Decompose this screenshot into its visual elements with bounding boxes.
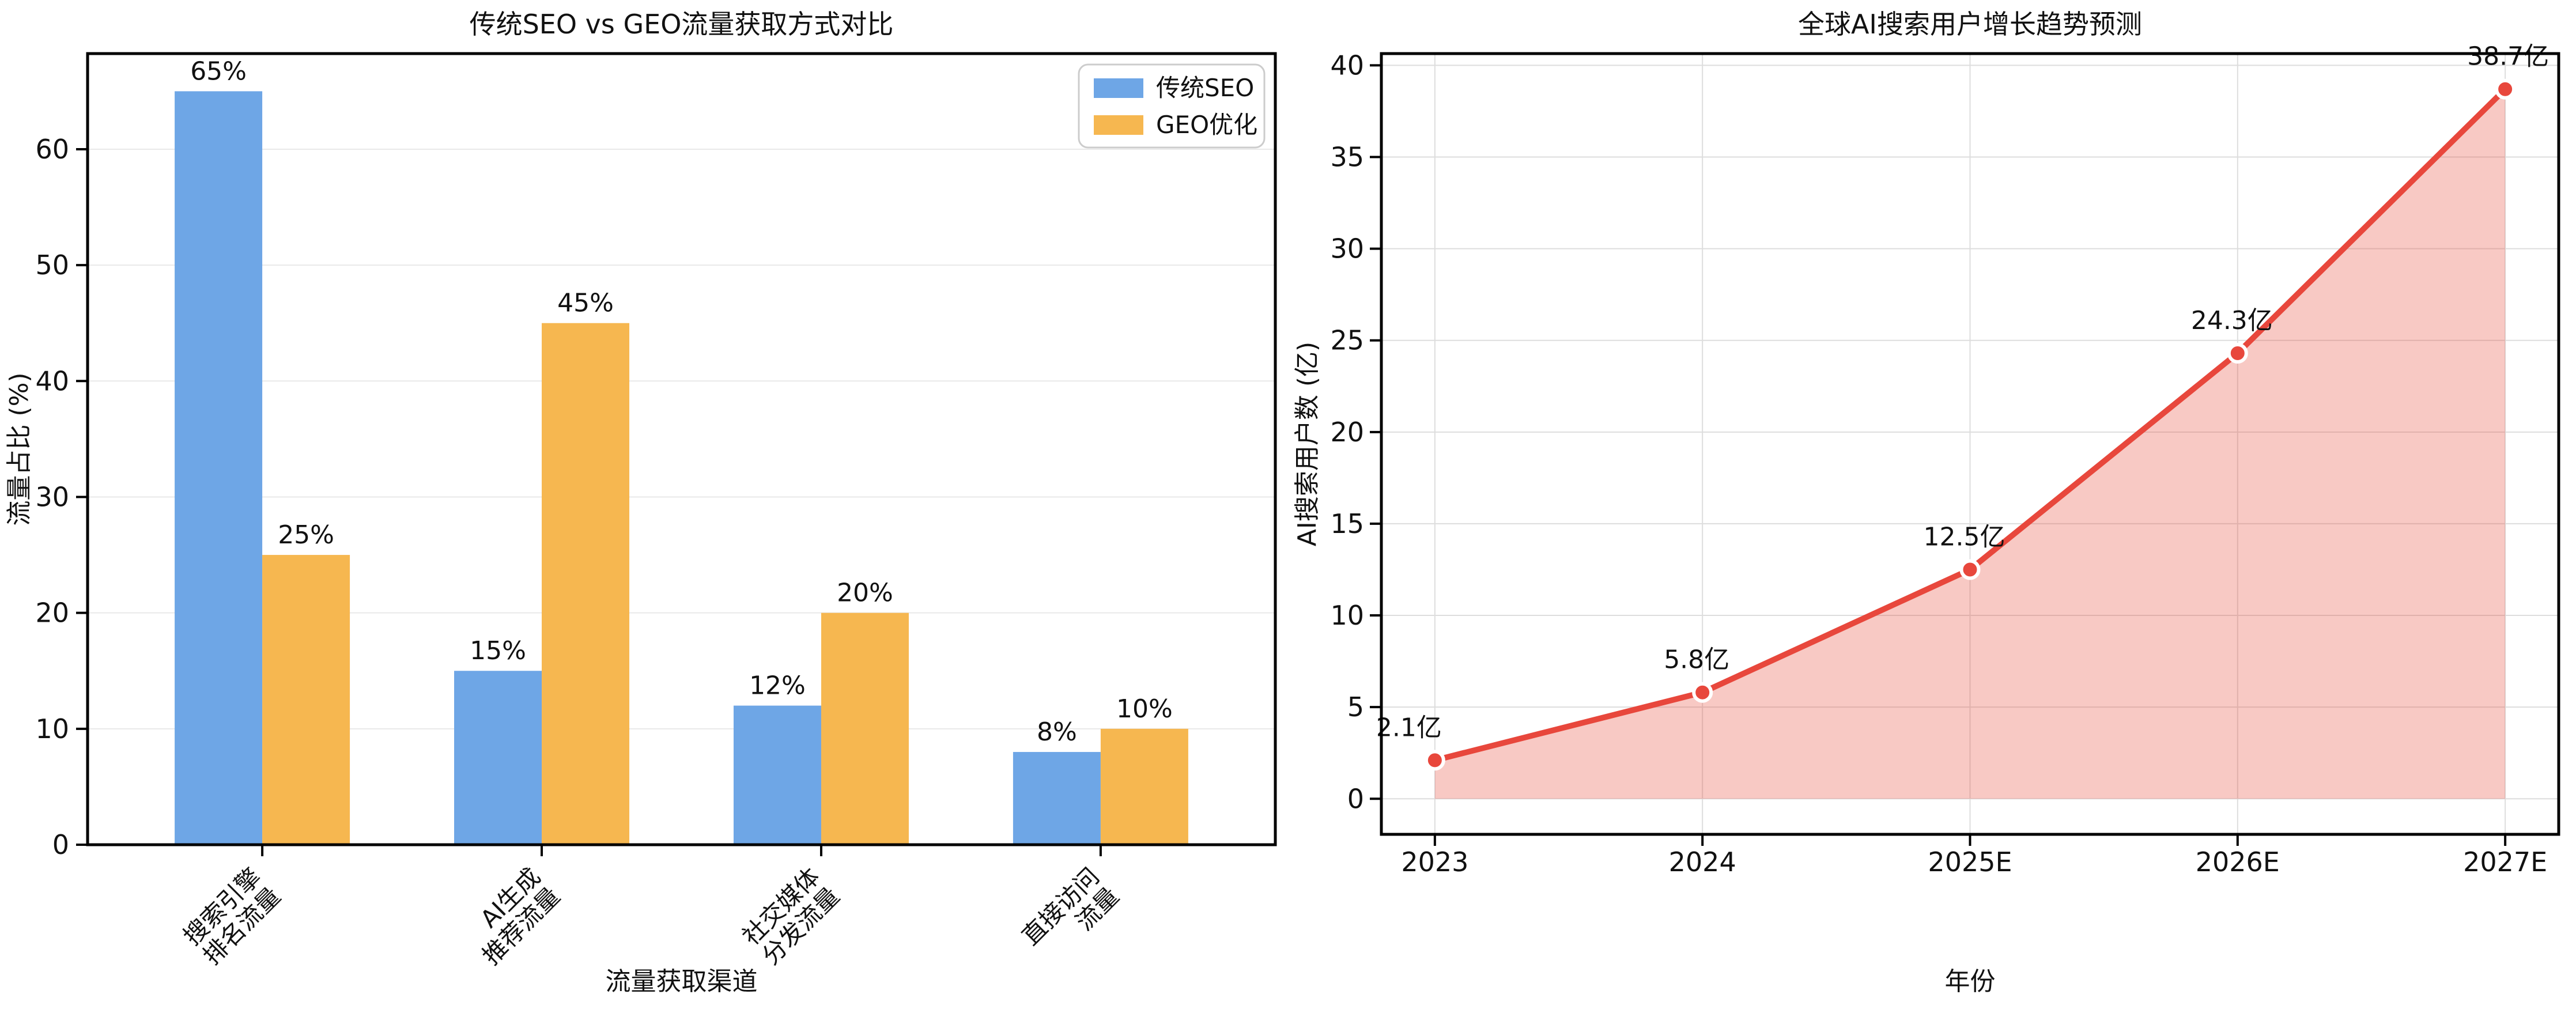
x-tick-label: 2023 bbox=[1401, 846, 1468, 878]
bar-GEO优化-2 bbox=[821, 613, 909, 845]
x-tick-label: 2024 bbox=[1669, 846, 1736, 878]
x-tick-label: 直接访问流量 bbox=[1017, 862, 1124, 970]
legend-swatch-1 bbox=[1094, 115, 1143, 135]
bar-value-label: 12% bbox=[749, 671, 806, 701]
y-tick-label: 20 bbox=[35, 598, 69, 629]
y-tick-label: 30 bbox=[35, 481, 69, 512]
x-tick-label: 2027E bbox=[2463, 846, 2547, 878]
bar-传统SEO-2 bbox=[733, 705, 821, 845]
y-axis-label: AI搜索用户数 (亿) bbox=[1293, 342, 1322, 546]
point-value-label: 38.7亿 bbox=[2467, 42, 2549, 71]
x-tick-label: AI生成推荐流量 bbox=[458, 862, 565, 970]
bar-value-label: 20% bbox=[837, 579, 893, 608]
y-tick-label: 60 bbox=[35, 134, 69, 165]
axes-frame bbox=[86, 52, 1277, 846]
y-tick-label: 50 bbox=[35, 249, 69, 281]
bar-value-label: 65% bbox=[190, 56, 247, 86]
x-tick-label: 社交媒体分发流量 bbox=[737, 862, 845, 970]
data-point-1 bbox=[1692, 682, 1713, 703]
y-tick-label: 30 bbox=[1330, 233, 1364, 264]
line-chart-svg: 0 5 10 15 20 25 30 35 40 2.1亿 2023 5.8亿 2024 12.5亿 202… bbox=[1293, 9, 2560, 996]
y-tick-label: 35 bbox=[1330, 141, 1364, 172]
x-axis-label: 年份 bbox=[1945, 967, 1996, 996]
axes-frame bbox=[1380, 52, 2560, 836]
data-point-3 bbox=[2227, 342, 2248, 364]
y-tick-label: 25 bbox=[1330, 325, 1364, 356]
bar-传统SEO-0 bbox=[175, 91, 263, 845]
area-fill bbox=[1434, 89, 2506, 799]
bar-GEO优化-3 bbox=[1100, 728, 1188, 845]
bar-value-label: 8% bbox=[1037, 717, 1077, 747]
bar-chart-svg: 0 10 20 30 40 50 60 搜索引擎排名流量 65% 25% AI生成推荐流量 15% 45… bbox=[5, 9, 1277, 996]
bar-传统SEO-3 bbox=[1013, 752, 1101, 845]
point-value-label: 5.8亿 bbox=[1664, 645, 1729, 675]
y-axis-label: 流量占比 (%) bbox=[5, 372, 34, 525]
bar-value-label: 45% bbox=[557, 289, 614, 318]
point-value-label: 12.5亿 bbox=[1924, 522, 2005, 551]
legend-label-0: 传统SEO bbox=[1156, 74, 1254, 102]
y-tick-label: 20 bbox=[1330, 417, 1364, 448]
y-tick-label: 40 bbox=[1330, 50, 1364, 81]
bar-chart-panel: 0 10 20 30 40 50 60 搜索引擎排名流量 65% 25% AI生成推荐流量 15% 45… bbox=[5, 9, 1277, 996]
bar-value-label: 25% bbox=[278, 520, 334, 550]
bar-value-label: 10% bbox=[1116, 694, 1173, 724]
bar-GEO优化-0 bbox=[262, 555, 350, 845]
point-value-label: 2.1亿 bbox=[1376, 713, 1442, 742]
chart-title: 全球AI搜索用户增长趋势预测 bbox=[1798, 9, 2142, 40]
y-tick-label: 0 bbox=[52, 829, 69, 860]
y-tick-label: 40 bbox=[35, 365, 69, 396]
data-point-2 bbox=[1959, 559, 1981, 580]
legend-swatch-0 bbox=[1094, 78, 1143, 98]
x-tick-label: 2025E bbox=[1928, 846, 2012, 878]
x-tick-label: 搜索引擎排名流量 bbox=[178, 862, 286, 970]
y-tick-label: 0 bbox=[1347, 783, 1364, 814]
line-chart-panel: 0 5 10 15 20 25 30 35 40 2.1亿 2023 5.8亿 2024 12.5亿 202… bbox=[1288, 0, 2576, 1017]
bar-传统SEO-1 bbox=[454, 671, 542, 845]
x-tick-label: 2026E bbox=[2196, 846, 2280, 878]
legend-label-1: GEO优化 bbox=[1156, 111, 1257, 139]
y-tick-label: 10 bbox=[35, 713, 69, 744]
bar-value-label: 15% bbox=[470, 636, 526, 666]
y-tick-label: 5 bbox=[1347, 691, 1364, 723]
y-tick-label: 10 bbox=[1330, 600, 1364, 631]
chart-title: 传统SEO vs GEO流量获取方式对比 bbox=[470, 9, 894, 40]
point-value-label: 24.3亿 bbox=[2191, 306, 2273, 335]
data-point-4 bbox=[2495, 78, 2516, 100]
data-point-0 bbox=[1424, 750, 1445, 771]
y-tick-label: 15 bbox=[1330, 508, 1364, 539]
bar-GEO优化-1 bbox=[542, 323, 630, 845]
x-axis-label: 流量获取渠道 bbox=[606, 967, 758, 996]
